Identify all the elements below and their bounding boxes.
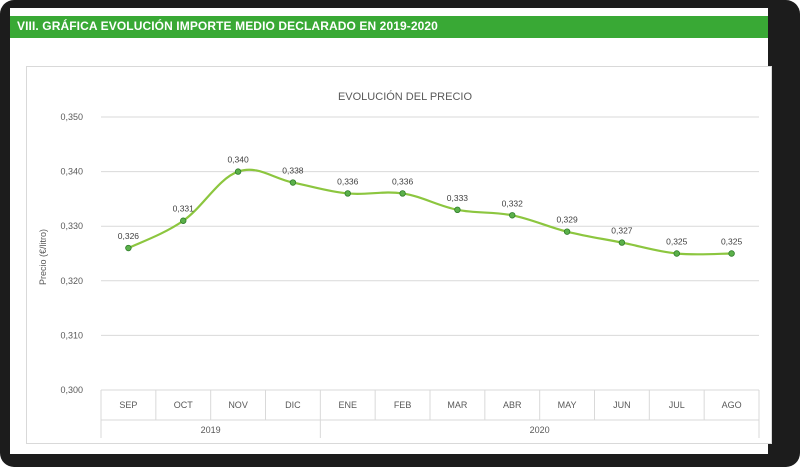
y-tick-label: 0,340 [60,167,83,177]
data-point [618,239,626,246]
x-tick-label: OCT [174,400,194,410]
section-title: VIII. GRÁFICA EVOLUCIÓN IMPORTE MEDIO DE… [17,19,438,33]
section-header: VIII. GRÁFICA EVOLUCIÓN IMPORTE MEDIO DE… [10,16,768,38]
data-label: 0,331 [173,204,195,214]
data-point [234,168,242,175]
x-tick-label: ENE [338,400,357,410]
year-group-label: 2020 [530,425,550,435]
data-point [289,179,297,186]
report-panel: VIII. GRÁFICA EVOLUCIÓN IMPORTE MEDIO DE… [10,8,772,454]
y-tick-label: 0,310 [60,330,83,340]
line-chart: EVOLUCIÓN DEL PRECIO Precio (€/litro) 0,… [38,90,760,438]
data-label: 0,325 [721,237,743,247]
data-label: 0,327 [611,226,633,236]
x-tick-label: MAY [558,400,577,410]
grid-layer [101,116,759,391]
data-label: 0,326 [118,231,140,241]
data-label: 0,336 [337,176,359,186]
data-point [509,212,516,219]
chart-title: EVOLUCIÓN DEL PRECIO [338,90,473,103]
series-layer [125,168,735,257]
x-tick-label: NOV [228,400,248,410]
data-label-layer: 0,326 0,331 0,340 0,338 0,336 0,336 0,333 0,332… [118,155,743,247]
axis-layer: 0,300 0,310 0,320 0,330 0,340 0,350 SEP OCT NOV D… [60,112,760,438]
data-label: 0,333 [447,193,469,203]
y-tick-label: 0,350 [60,112,83,122]
data-label: 0,340 [227,155,249,165]
data-point [728,250,735,257]
data-point [563,228,571,235]
data-label: 0,332 [502,198,524,208]
data-label: 0,336 [392,176,414,186]
data-point [125,244,132,252]
y-tick-label: 0,300 [60,385,83,395]
data-point [454,206,461,214]
y-axis-label: Precio (€/litro) [38,229,48,285]
data-point [344,190,351,197]
x-tick-label: SEP [119,400,137,410]
x-tick-label: DIC [285,400,301,410]
data-label: 0,338 [282,166,304,176]
data-point [180,217,187,224]
year-group-label: 2019 [201,425,221,435]
x-tick-label: ABR [503,400,522,410]
y-tick-label: 0,330 [60,221,83,231]
data-point [673,250,680,257]
data-point [399,190,406,197]
x-tick-label: MAR [447,400,468,410]
x-tick-label: JUL [669,400,685,410]
x-tick-label: AGO [722,400,742,410]
data-label: 0,325 [666,237,688,247]
data-label: 0,329 [556,215,578,225]
y-tick-label: 0,320 [60,276,83,286]
x-tick-label: FEB [394,400,412,410]
x-tick-label: JUN [613,400,631,410]
chart-container: EVOLUCIÓN DEL PRECIO Precio (€/litro) 0,… [26,66,772,444]
price-series-line [127,168,732,256]
